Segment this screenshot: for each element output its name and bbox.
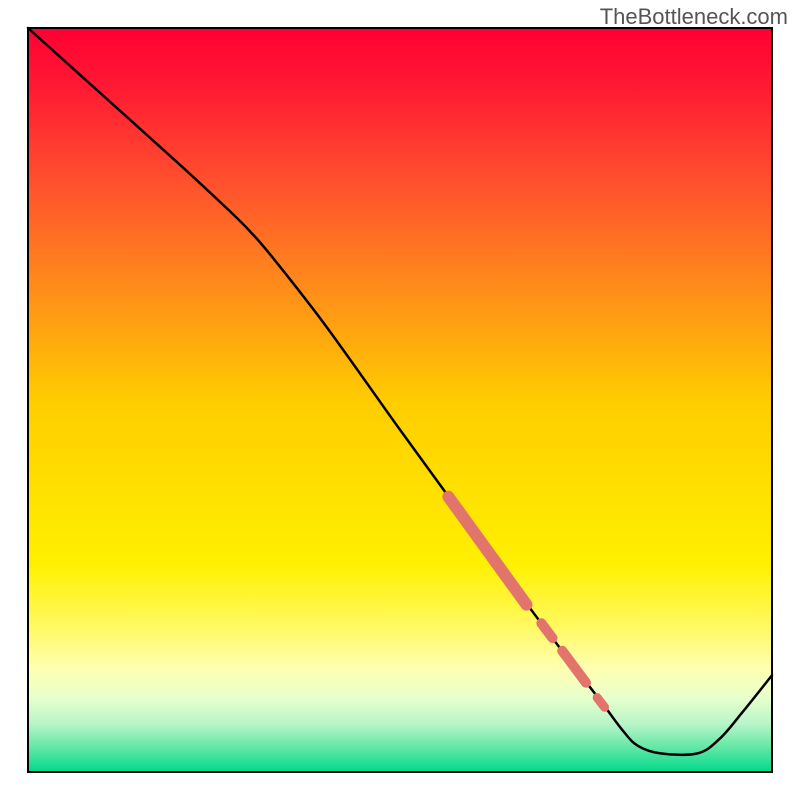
chart-svg <box>0 0 800 800</box>
bottleneck-chart: TheBottleneck.com <box>0 0 800 800</box>
watermark-text: TheBottleneck.com <box>600 4 788 30</box>
